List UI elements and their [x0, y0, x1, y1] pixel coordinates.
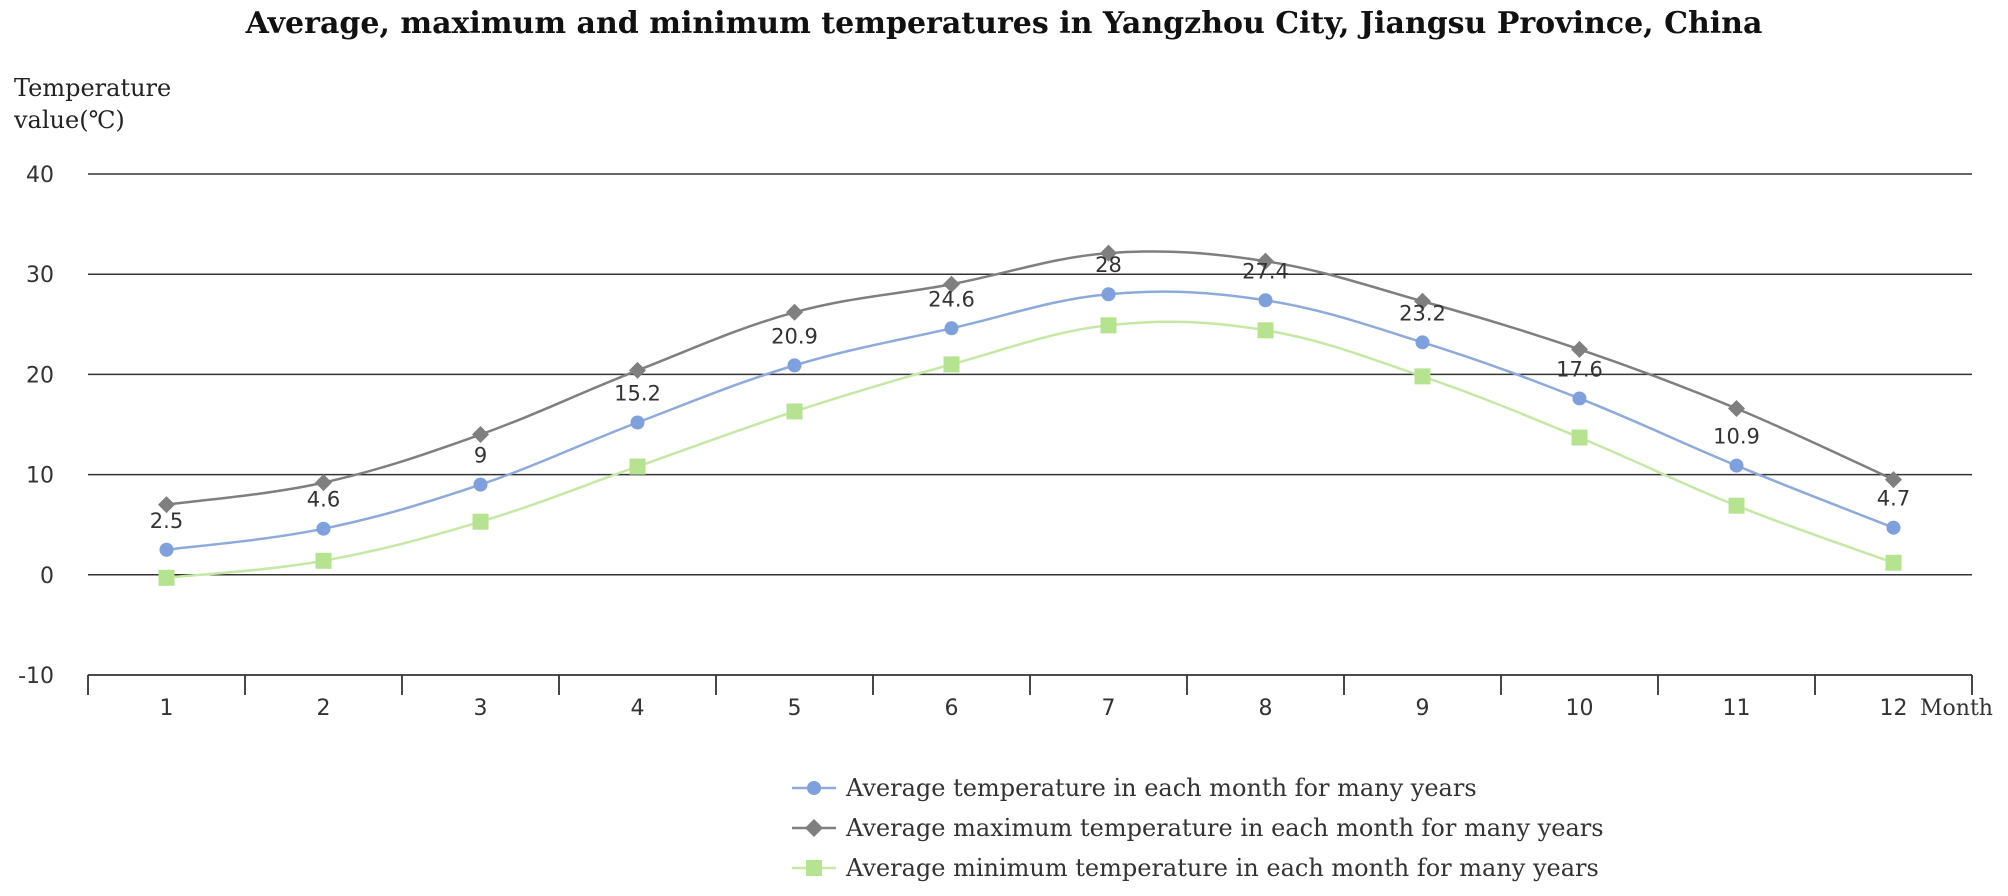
max-temp-point	[1571, 340, 1588, 358]
min-temp-point	[943, 356, 960, 373]
max-temp-point	[943, 275, 960, 293]
y-tick-label: 20	[26, 363, 54, 388]
avg-temp-data-label: 27.4	[1242, 259, 1289, 283]
series-line-average-temperature-in-each-month-for-ma	[166, 290, 1894, 551]
grid-lines: -10 0 10 20 30 40	[18, 163, 1972, 689]
max-temp-point	[315, 474, 332, 492]
min-temp-point	[629, 458, 646, 475]
x-tick-label: 11	[1723, 696, 1751, 721]
avg-temp-data-label: 9	[474, 444, 487, 468]
avg-temp-data-label: 15.2	[614, 381, 661, 405]
x-tick-label: 12	[1880, 696, 1908, 721]
min-temp-point	[1257, 322, 1274, 339]
legend-diamond-marker	[805, 819, 823, 837]
avg-temp-data-label: 28	[1095, 253, 1122, 277]
avg-temp-data-label: 2.5	[150, 509, 183, 533]
x-tick-label: 6	[945, 696, 959, 721]
avg-temp-data-label: 17.6	[1556, 357, 1603, 381]
legend-square-icon	[792, 860, 836, 876]
x-tick-label: 3	[474, 696, 488, 721]
min-temp-point	[1414, 368, 1431, 385]
avg-temp-point	[1729, 458, 1744, 473]
legend-circle-icon	[792, 781, 836, 795]
y-tick-label: -10	[18, 664, 54, 689]
x-tick-label: 5	[788, 696, 802, 721]
legend-label: Average maximum temperature in each mont…	[846, 814, 1604, 842]
max-temp-point	[1257, 252, 1274, 270]
min-temp-point	[786, 403, 803, 420]
legend-item: Average temperature in each month for ma…	[790, 768, 1604, 808]
max-temp-point	[1100, 244, 1117, 262]
min-temp-point	[1571, 429, 1588, 446]
avg-temp-point	[630, 415, 645, 430]
min-temp-point	[158, 569, 175, 586]
max-temp-point	[158, 496, 175, 514]
legend-label: Average minimum temperature in each mont…	[846, 854, 1599, 882]
legend-item: Average maximum temperature in each mont…	[790, 808, 1604, 848]
legend-square-marker	[806, 860, 822, 876]
avg-temp-point	[159, 542, 174, 557]
series-line-average-minimum-temperature-in-each-mont	[166, 320, 1894, 580]
max-temp-point	[1414, 292, 1431, 310]
avg-temp-data-label: 4.6	[307, 488, 340, 512]
x-axis-label: Month	[1920, 696, 1993, 721]
avg-temp-point	[1415, 335, 1430, 350]
max-temp-point	[1885, 471, 1902, 489]
avg-temp-data-label: 20.9	[771, 324, 818, 348]
avg-temp-data-label: 10.9	[1713, 425, 1760, 449]
y-tick-label: 10	[26, 464, 54, 489]
avg-temp-point	[1572, 391, 1587, 406]
y-axis-label: Temperature value(℃)	[14, 72, 171, 136]
series-line-average-maximum-temperature-in-each-mont	[166, 250, 1895, 506]
min-temp-point	[315, 552, 332, 569]
x-tick-label: 1	[160, 696, 174, 721]
max-temp-point	[629, 361, 646, 379]
avg-temp-data-label: 23.2	[1399, 301, 1446, 325]
chart-title: Average, maximum and minimum temperature…	[245, 6, 1763, 41]
min-temp-point	[472, 513, 489, 530]
avg-temp-point	[1258, 293, 1273, 308]
legend-item: Average minimum temperature in each mont…	[790, 848, 1604, 888]
series-lines	[166, 250, 1895, 580]
y-tick-label: 40	[26, 163, 54, 188]
avg-temp-data-label: 4.7	[1877, 487, 1910, 511]
y-axis-label-line1: Temperature	[14, 74, 172, 102]
legend-diamond-icon	[792, 819, 836, 837]
legend-circle-marker	[807, 781, 821, 795]
x-tick-label: 8	[1259, 696, 1273, 721]
series-markers	[158, 244, 1902, 586]
y-tick-label: 30	[26, 263, 54, 288]
legend-label: Average temperature in each month for ma…	[846, 774, 1477, 802]
y-axis-label-line2: value(℃)	[14, 106, 125, 134]
x-tick-label: 7	[1102, 696, 1116, 721]
avg-temp-point	[944, 321, 959, 336]
avg-temp-point	[473, 477, 488, 492]
x-tick-label: 2	[317, 696, 331, 721]
x-axis: 1 2 3 4 5 6 7 8 9 10 11 12 Month	[87, 674, 1993, 721]
avg-temp-point	[787, 358, 802, 373]
min-temp-point	[1100, 317, 1117, 334]
y-tick-label: 0	[40, 564, 54, 589]
min-temp-point	[1728, 497, 1745, 514]
x-tick-label: 10	[1566, 696, 1594, 721]
avg-temp-point	[1886, 520, 1901, 535]
avg-temp-point	[1101, 287, 1116, 302]
x-tick-label: 4	[631, 696, 645, 721]
max-temp-point	[472, 426, 489, 444]
data-labels: 2.5 4.6 9 15.2 20.9 24.6 28 27.4 23.2 17.6 10.9 4.7	[150, 253, 1910, 533]
max-temp-point	[1728, 399, 1745, 417]
avg-temp-point	[316, 521, 331, 536]
avg-temp-data-label: 24.6	[928, 287, 975, 311]
max-temp-point	[786, 303, 803, 321]
min-temp-point	[1885, 554, 1902, 571]
x-tick-label: 9	[1416, 696, 1430, 721]
chart-legend: Average temperature in each month for ma…	[790, 768, 1604, 888]
